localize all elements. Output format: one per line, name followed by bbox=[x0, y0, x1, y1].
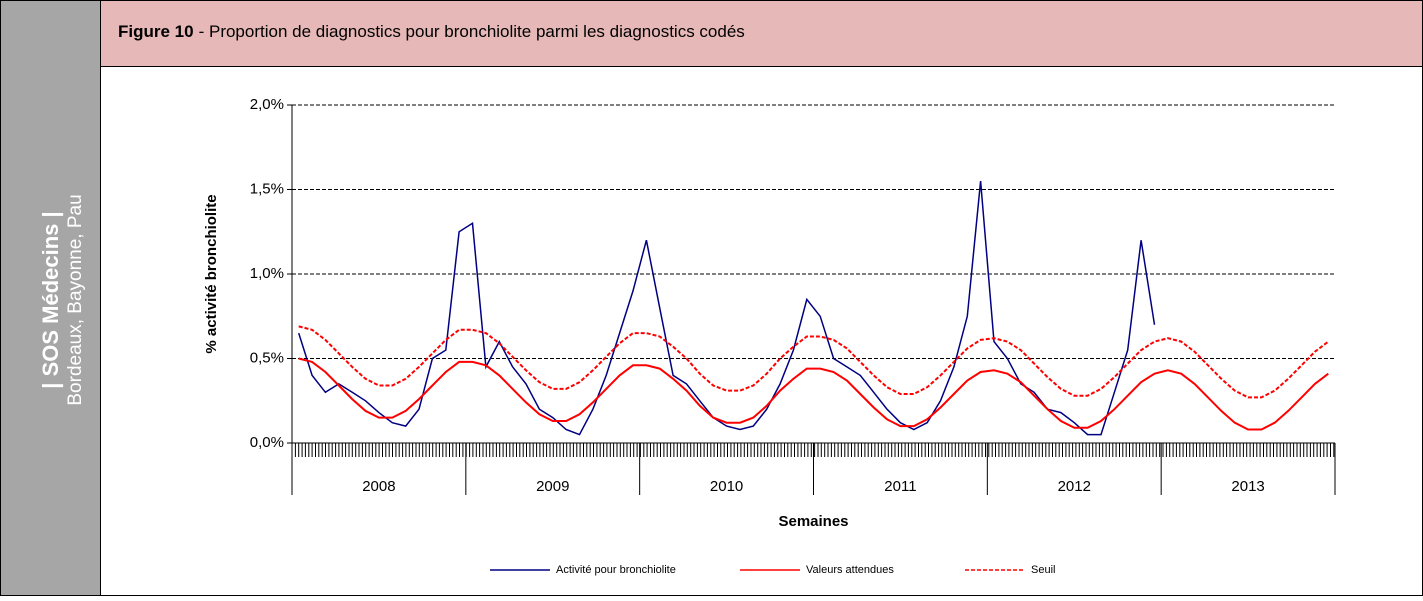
y-tick-label: 1,5% bbox=[250, 180, 284, 197]
series-line bbox=[298, 357, 1329, 431]
sidebar bbox=[0, 0, 101, 596]
x-axis-title: Semaines bbox=[778, 513, 848, 530]
legend-label: Seuil bbox=[1031, 564, 1055, 576]
header bbox=[100, 0, 1423, 67]
year-label: 2010 bbox=[710, 478, 743, 495]
y-tick-label: 1,0% bbox=[250, 265, 284, 282]
sidebar-title: | SOS Médecins | bbox=[38, 211, 63, 388]
figure-title: - Proportion de diagnostics pour bronchi… bbox=[199, 22, 745, 41]
series-line bbox=[298, 325, 1329, 399]
y-axis-title: % activité bronchiolite bbox=[203, 194, 220, 353]
y-tick-label: 2,0% bbox=[250, 96, 284, 113]
year-label: 2013 bbox=[1231, 478, 1264, 495]
y-tick-label: 0,0% bbox=[250, 434, 284, 451]
figure-label: Figure 10 bbox=[118, 22, 194, 41]
year-label: 2012 bbox=[1058, 478, 1091, 495]
y-tick-label: 0,5% bbox=[250, 349, 284, 366]
year-label: 2008 bbox=[362, 478, 395, 495]
series-line bbox=[297, 181, 1156, 436]
year-label: 2011 bbox=[884, 478, 916, 495]
year-label: 2009 bbox=[536, 478, 569, 495]
chart: 0,0% 0,5% 1,0% 1,5% 2,0% 2008 2009 2010 2011 2012… bbox=[203, 96, 1336, 576]
legend-label: Activité pour bronchiolite bbox=[556, 564, 676, 576]
legend-label: Valeurs attendues bbox=[806, 564, 894, 576]
header-text: Figure 10 - Proportion de diagnostics pou… bbox=[118, 22, 745, 41]
sidebar-subtitle: Bordeaux, Bayonne, Pau bbox=[65, 194, 86, 405]
